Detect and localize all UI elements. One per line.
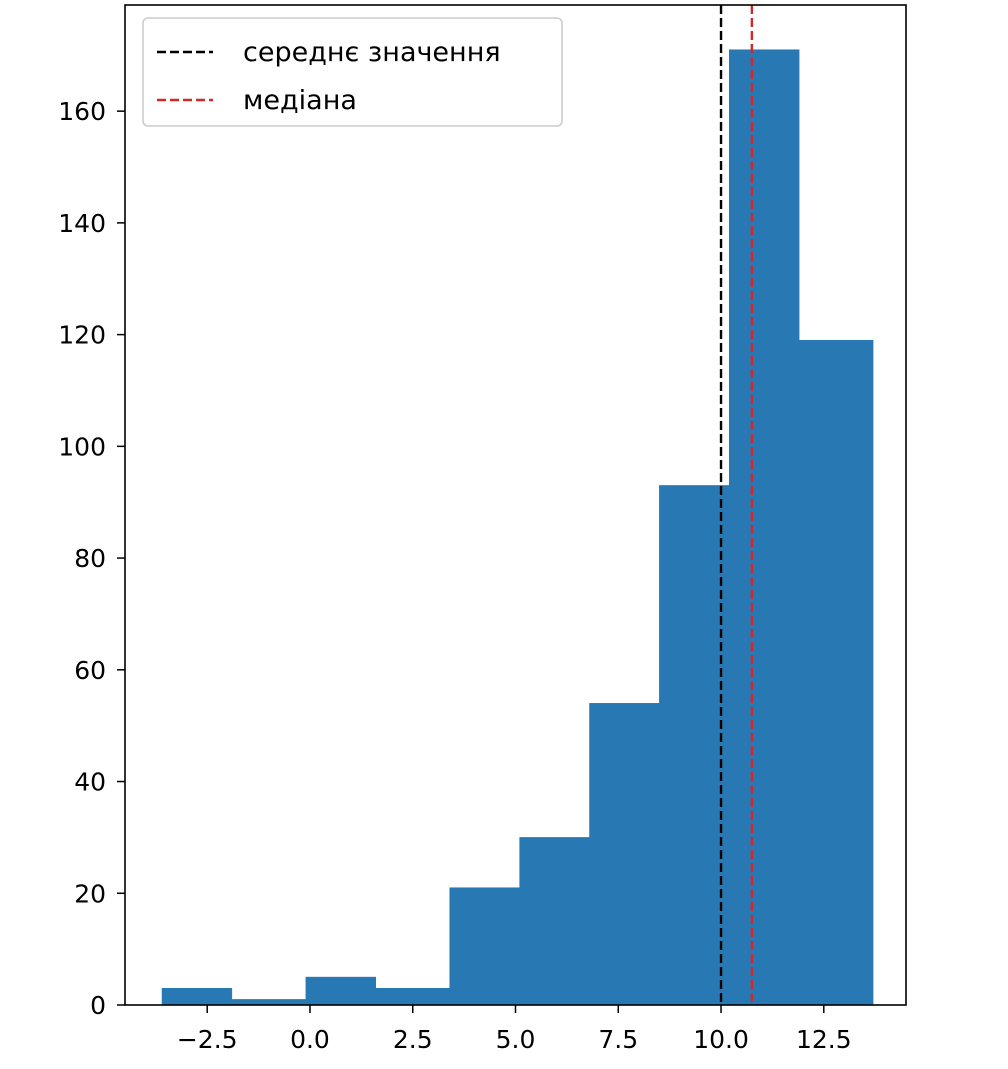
y-tick-label: 100 xyxy=(58,432,106,461)
histogram-bar-8 xyxy=(728,49,800,1006)
histogram-bar-0 xyxy=(161,987,233,1006)
histogram-bar-5 xyxy=(519,837,590,1006)
y-tick-label: 160 xyxy=(58,97,106,126)
histogram-bar-4 xyxy=(449,887,520,1006)
y-tick-label: 80 xyxy=(74,544,106,573)
legend: середнє значення медіана xyxy=(142,17,563,127)
histogram-bar-6 xyxy=(589,703,660,1006)
histogram-bars xyxy=(161,49,874,1006)
x-tick-label: −2.5 xyxy=(177,1025,238,1054)
x-tick-label: 2.5 xyxy=(393,1025,433,1054)
legend-box xyxy=(142,17,563,127)
y-tick-label: 120 xyxy=(58,321,106,350)
y-tick-label: 60 xyxy=(74,656,106,685)
y-tick-label: 140 xyxy=(58,209,106,238)
x-tick-label: 12.5 xyxy=(796,1025,852,1054)
histogram-bar-3 xyxy=(375,987,450,1006)
x-tick-label: 5.0 xyxy=(496,1025,536,1054)
x-axis-ticks: −2.5 0.0 2.5 5.0 7.5 10.0 12.5 xyxy=(177,1005,852,1054)
x-tick-label: 7.5 xyxy=(598,1025,638,1054)
y-tick-label: 40 xyxy=(74,768,106,797)
histogram-bar-1 xyxy=(231,999,307,1006)
y-axis-ticks: 0 20 40 60 80 100 120 140 160 xyxy=(58,97,125,1020)
histogram-bar-2 xyxy=(305,976,376,1006)
reference-lines xyxy=(719,5,754,1005)
y-tick-label: 20 xyxy=(74,879,106,908)
legend-label-1: медіана xyxy=(243,85,357,116)
histogram-bar-9 xyxy=(798,339,874,1006)
x-tick-label: 0.0 xyxy=(290,1025,330,1054)
x-tick-label: 10.0 xyxy=(693,1025,749,1054)
y-tick-label: 0 xyxy=(90,991,106,1020)
legend-label-0: середнє значення xyxy=(243,37,501,68)
histogram-bar-7 xyxy=(659,485,730,1006)
